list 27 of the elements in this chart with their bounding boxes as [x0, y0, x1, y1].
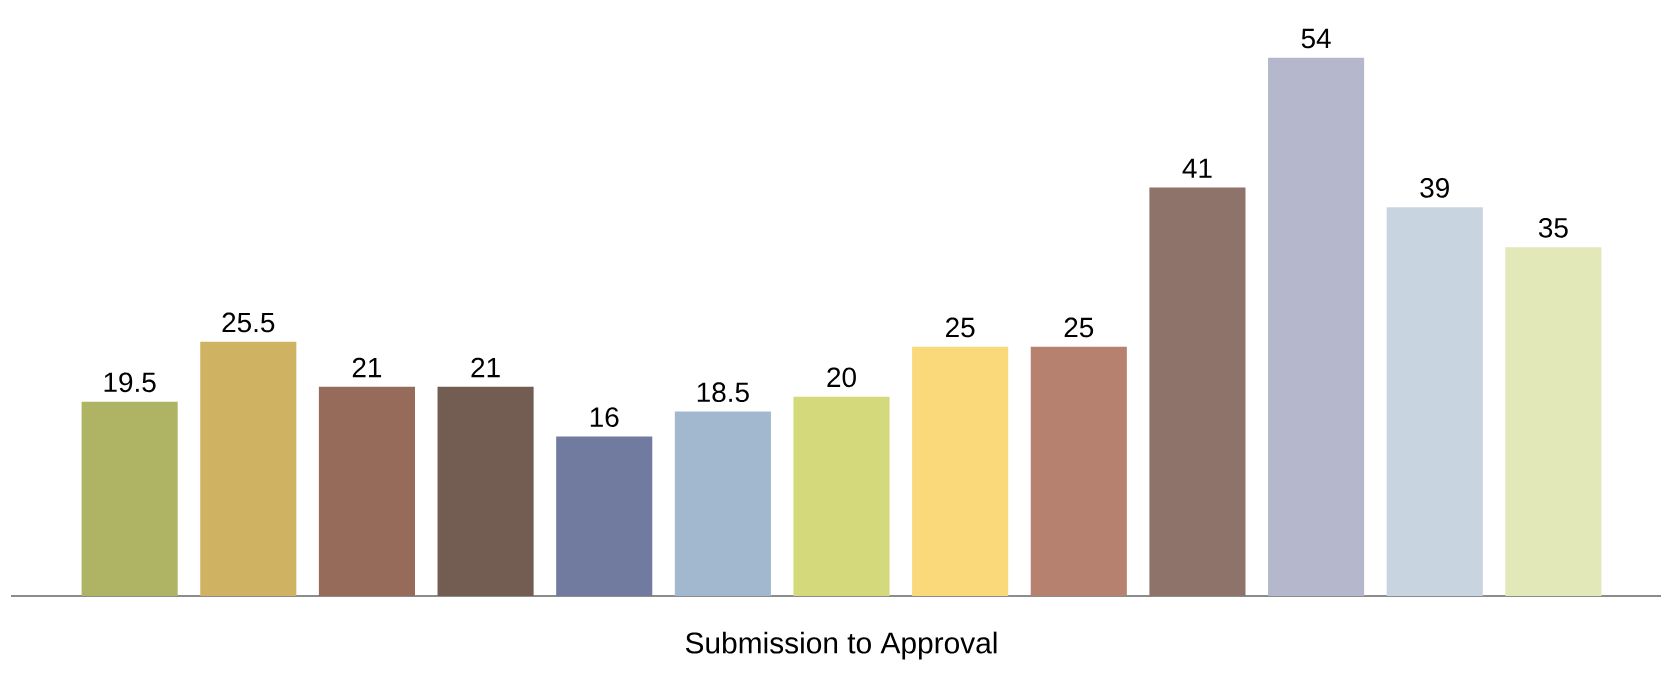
bar	[318, 386, 415, 596]
bar	[200, 341, 297, 596]
x-axis-title: Submission to Approval	[685, 631, 997, 660]
bar	[556, 436, 653, 596]
data-label: 25	[1064, 317, 1094, 338]
data-label: 25.5	[222, 312, 275, 333]
data-label: 25	[946, 317, 975, 338]
bar	[1505, 247, 1602, 596]
data-label: 20	[827, 367, 856, 388]
bar	[437, 386, 534, 596]
bar	[793, 396, 890, 596]
bar	[81, 401, 178, 596]
bar	[912, 346, 1009, 596]
data-label: 21	[352, 357, 382, 378]
data-label: 19.5	[104, 372, 156, 393]
data-label: 41	[1182, 158, 1212, 178]
bar	[674, 411, 771, 596]
bar	[1268, 57, 1365, 596]
bar	[1030, 346, 1127, 596]
data-label: 18.5	[697, 382, 749, 403]
bar	[1386, 207, 1483, 596]
data-label: 16	[590, 407, 619, 428]
data-label: 54	[1301, 28, 1331, 49]
data-label: 21	[471, 357, 500, 378]
bar	[1149, 187, 1246, 596]
data-label: 35	[1538, 217, 1568, 238]
data-label: 39	[1420, 178, 1449, 198]
